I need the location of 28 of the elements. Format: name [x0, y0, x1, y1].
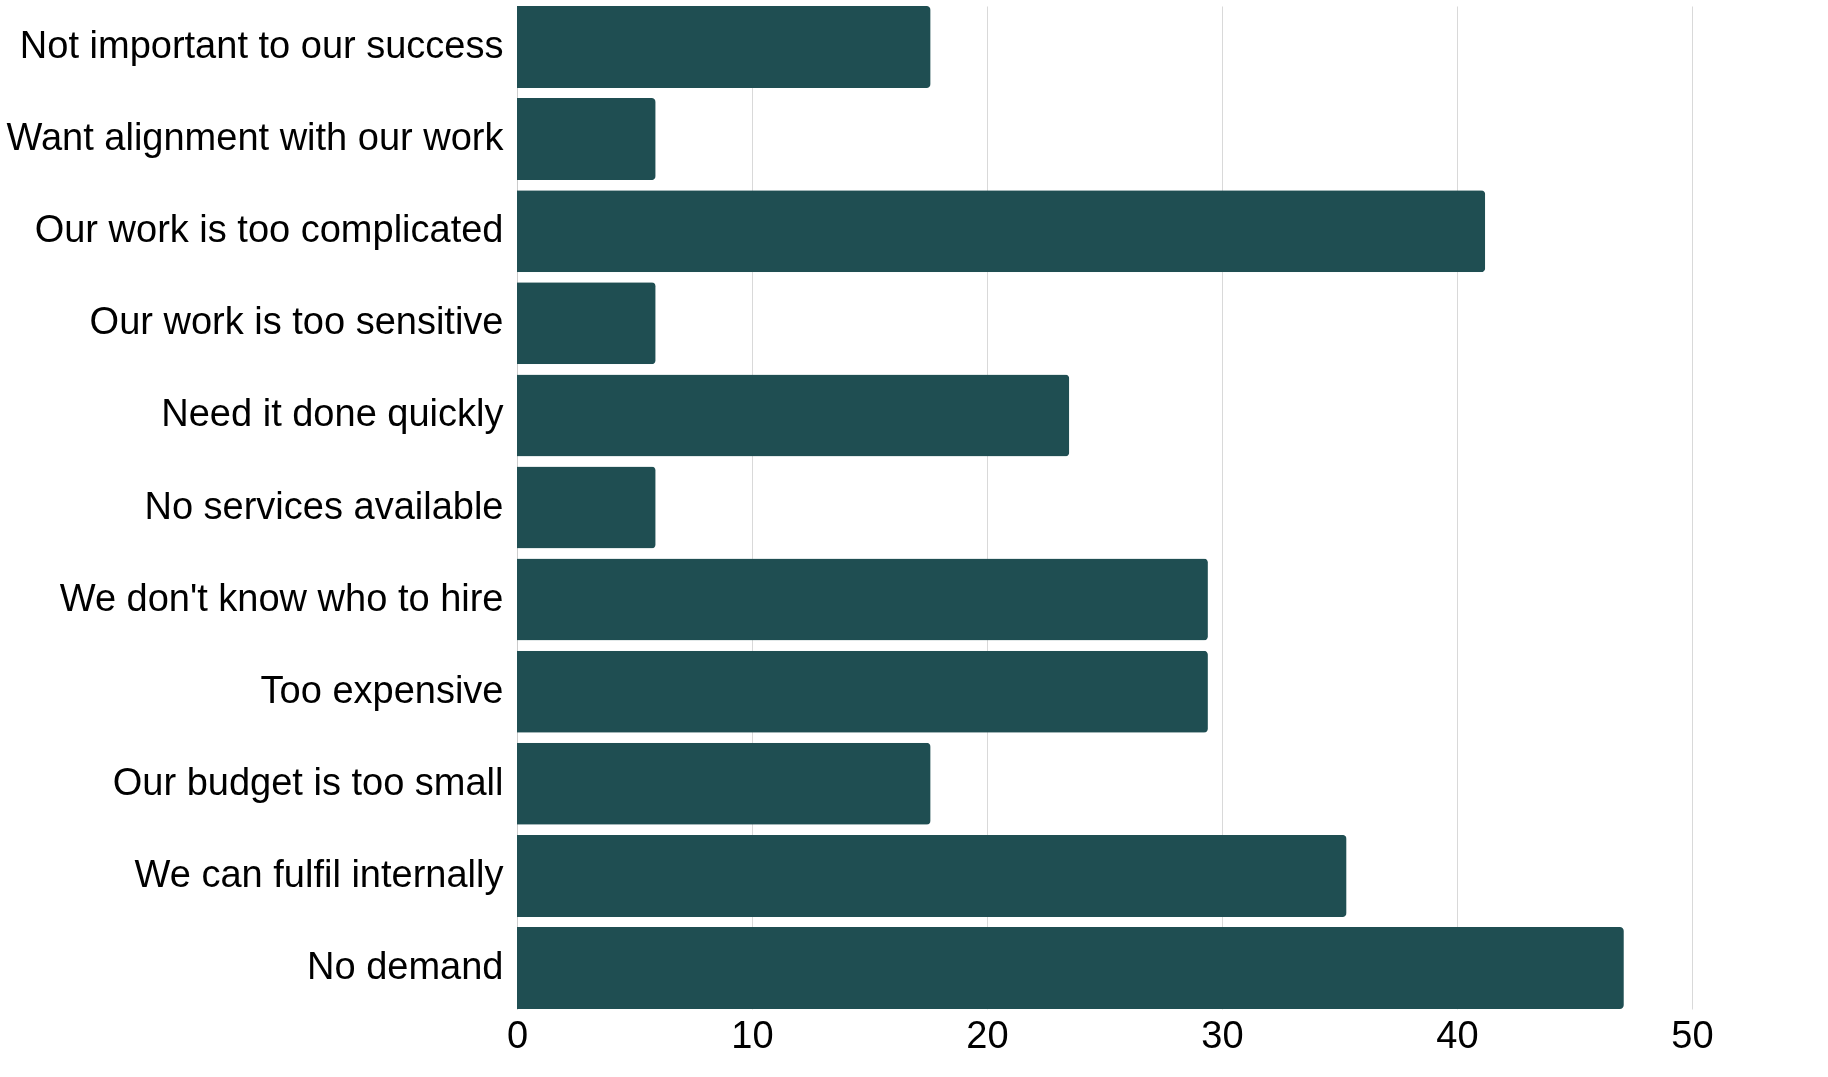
- bar: [517, 282, 656, 365]
- x-tick-label: 50: [1671, 1013, 1714, 1056]
- x-tick-label: 20: [966, 1013, 1009, 1056]
- x-tick-label: 30: [1201, 1013, 1244, 1056]
- bar: [517, 6, 931, 88]
- bar: [517, 927, 1624, 1009]
- y-tick-label: Not important to our success: [19, 23, 504, 66]
- y-tick-label: Want alignment with our work: [6, 116, 505, 159]
- y-tick-label: No demand: [307, 945, 504, 988]
- bar: [517, 834, 1347, 917]
- y-tick-label: No services available: [144, 484, 504, 527]
- y-tick-label: Our budget is too small: [112, 760, 504, 803]
- bar: [517, 558, 1208, 641]
- y-tick-label: Need it done quickly: [161, 392, 504, 435]
- y-tick-label: We can fulfil internally: [134, 852, 504, 895]
- x-tick-label: 0: [506, 1013, 529, 1056]
- y-tick-label: We don't know who to hire: [59, 576, 504, 619]
- y-tick-label: Our work is too sensitive: [89, 300, 504, 343]
- x-tick-label: 10: [731, 1013, 774, 1056]
- y-tick-label: Too expensive: [260, 668, 504, 711]
- bar: [517, 650, 1208, 733]
- y-tick-label: Our work is too complicated: [34, 208, 504, 251]
- bar: [517, 742, 931, 825]
- bar: [517, 190, 1486, 273]
- bar: [517, 466, 656, 549]
- x-tick-label: 40: [1436, 1013, 1479, 1056]
- bar: [517, 374, 1070, 457]
- bar: [517, 98, 656, 181]
